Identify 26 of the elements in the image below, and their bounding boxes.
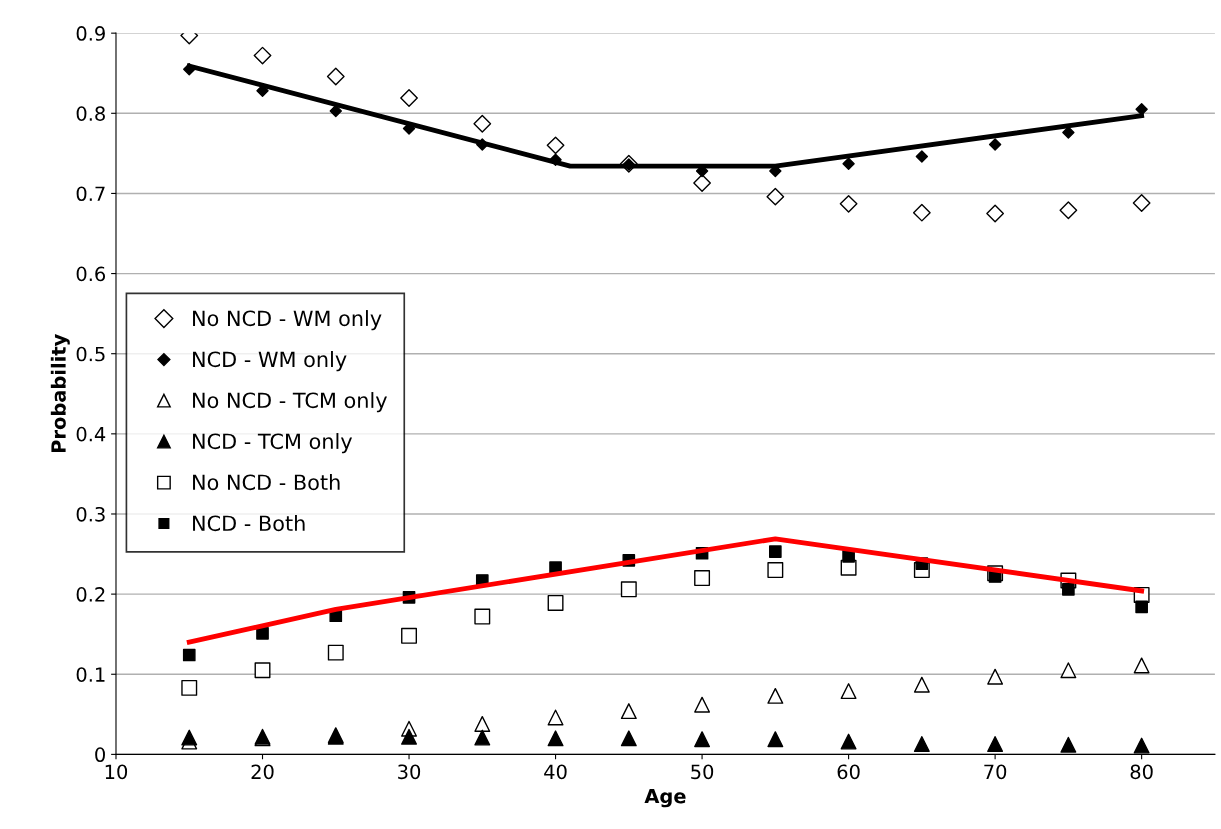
legend-label: No NCD - WM only (193, 310, 382, 331)
y-tick-label: 0.9 (76, 26, 105, 41)
y-tick-label: 0 (95, 747, 105, 763)
x-tick-label: 20 (251, 764, 274, 780)
y-tick-label: 0.6 (76, 266, 106, 282)
legend-label: NCD - WM only (193, 351, 347, 372)
x-tick-label: 30 (398, 764, 421, 780)
x-tick-label: 70 (984, 764, 1007, 780)
x-tick-label: 40 (544, 764, 567, 780)
y-tick-label: 0.8 (76, 106, 105, 121)
legend-label: NCD - Both (193, 515, 305, 532)
y-axis-title: Probability (50, 334, 70, 453)
legend-label: NCD - TCM only (193, 433, 353, 454)
y-tick-label: 0.1 (76, 667, 105, 682)
legend-label: No NCD - TCM only (193, 392, 387, 413)
y-tick-label: 0.7 (76, 186, 105, 202)
x-axis-title: Age (644, 788, 686, 808)
legend-label: No NCD - Both (193, 474, 340, 491)
x-tick-label: 50 (691, 764, 714, 780)
x-tick-label: 10 (105, 764, 128, 780)
x-tick-label: 80 (1130, 764, 1153, 780)
y-tick-label: 0.3 (76, 506, 105, 522)
y-tick-label: 0.2 (76, 587, 105, 602)
x-tick-label: 60 (837, 764, 860, 780)
y-tick-label: 0.5 (76, 346, 105, 362)
y-tick-label: 0.4 (76, 426, 106, 442)
